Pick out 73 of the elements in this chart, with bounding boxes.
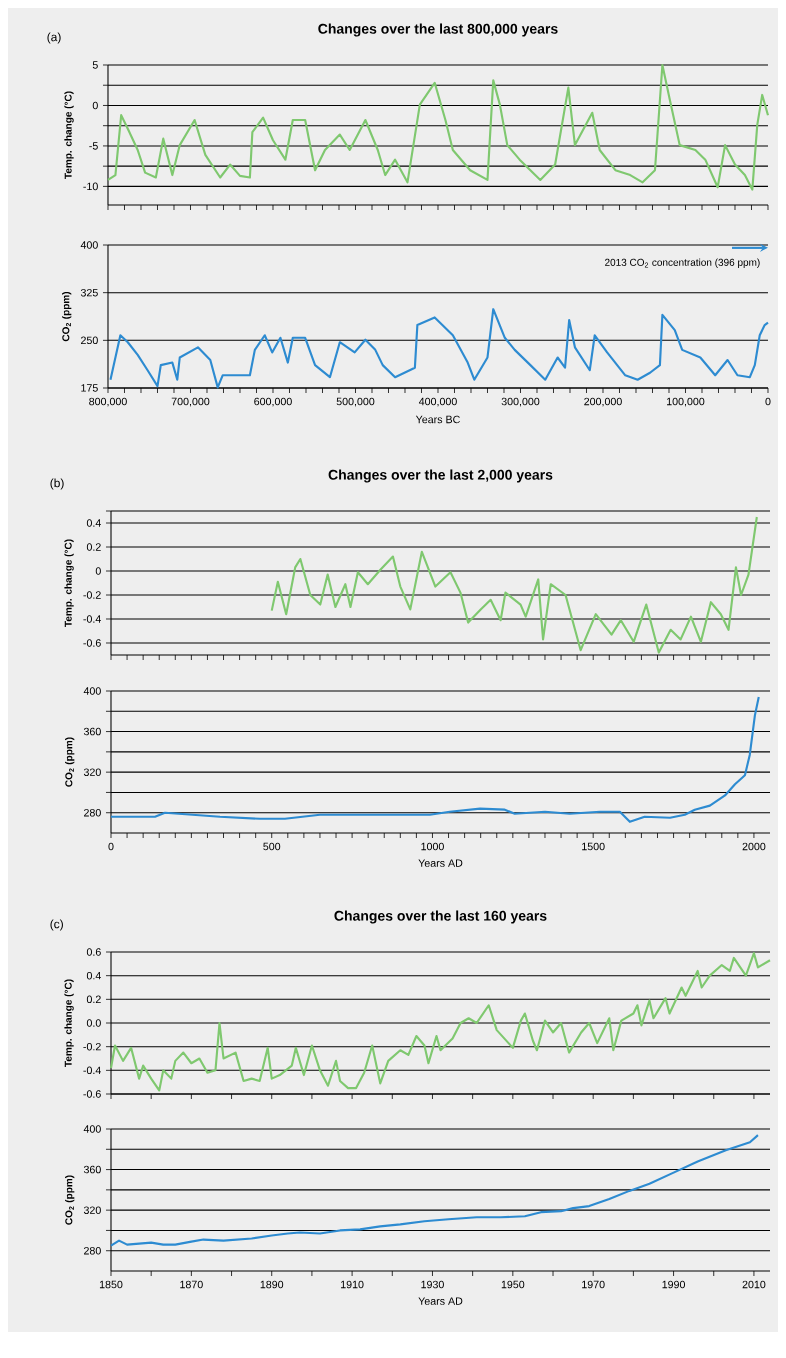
- y-tick-label: 0.2: [86, 543, 101, 551]
- x-tick-label: 0: [765, 397, 771, 406]
- x-tick-label: 500,000: [336, 397, 375, 407]
- x-axis-title: Years AD: [418, 859, 463, 867]
- y-tick-label: 400: [83, 687, 101, 695]
- chart-title: Changes over the last 160 years: [334, 910, 547, 924]
- y-tick-label: -0.6: [83, 639, 101, 647]
- y-tick-label: 400: [83, 1125, 101, 1133]
- line-series: [109, 952, 772, 1092]
- y-axis-title: CO$_{2}$ (ppm): [65, 1175, 75, 1225]
- y-tick-label: -0.4: [83, 1066, 101, 1075]
- y-tick-label: 400: [80, 241, 98, 249]
- text: (b): [50, 478, 64, 490]
- x-tick-label: 1950: [501, 1280, 525, 1289]
- x-tick-label: 1930: [421, 1280, 444, 1289]
- x-tick-label: 400,000: [418, 397, 457, 407]
- y-tick-label: 250: [81, 336, 98, 345]
- y-axis-title: CO$_{2}$ (ppm): [62, 291, 72, 342]
- x-tick-label: 1970: [582, 1280, 605, 1289]
- chart-title: Changes over the last 2,000 years: [328, 469, 553, 483]
- y-tick-label: 360: [83, 727, 101, 736]
- x-tick-label: 200,000: [584, 397, 622, 407]
- x-tick-label: 2000: [742, 842, 766, 851]
- line-series: [270, 515, 758, 654]
- y-tick-label: -0.2: [83, 1042, 101, 1051]
- x-tick-label: 0: [108, 842, 114, 851]
- x-tick-label: 2010: [742, 1280, 766, 1289]
- y-axis-title: Temp. change (°C): [64, 979, 74, 1067]
- text: (c): [50, 919, 63, 931]
- y-tick-label: -0.6: [83, 1090, 101, 1098]
- y-tick-label: 320: [83, 768, 101, 776]
- y-tick-label: 0.0: [86, 1019, 101, 1027]
- line-series: [109, 696, 760, 823]
- x-tick-label: 1000: [421, 842, 444, 851]
- y-axis-title: CO$_{2}$ (ppm): [65, 737, 75, 787]
- x-tick-label: 100,000: [667, 397, 705, 407]
- line-series: [106, 63, 770, 191]
- y-tick-label: 0.4: [86, 971, 101, 980]
- x-tick-label: 1870: [180, 1280, 203, 1289]
- x-tick-label: 1500: [582, 842, 605, 851]
- y-tick-label: -10: [83, 182, 98, 191]
- y-tick-label: 0.4: [86, 519, 101, 527]
- y-tick-label: 280: [84, 1246, 101, 1255]
- y-tick-label: 280: [84, 808, 101, 817]
- x-tick-label: 500: [263, 842, 281, 851]
- chart-title: Changes over the last 800,000 years: [318, 23, 558, 37]
- x-tick-label: 1890: [260, 1280, 284, 1289]
- x-axis-title: Years BC: [415, 415, 460, 424]
- x-tick-label: 600,000: [254, 397, 292, 407]
- x-axis-title: Years AD: [418, 1297, 463, 1305]
- y-tick-label: 175: [81, 384, 98, 392]
- y-tick-label: -0.2: [83, 591, 101, 599]
- annotation: 2013 CO$_{2}$ concentration (396 ppm): [605, 258, 760, 268]
- y-tick-label: -0.4: [83, 615, 101, 623]
- text: (a): [47, 32, 61, 44]
- y-axis-title: Temp. change (°C): [64, 539, 74, 627]
- y-tick-label: -5: [89, 142, 98, 150]
- y-tick-label: 0.6: [86, 948, 101, 956]
- x-tick-label: 300,000: [501, 397, 540, 407]
- y-tick-label: 0: [92, 101, 98, 110]
- x-tick-label: 800,000: [89, 397, 127, 407]
- y-tick-label: 0.2: [86, 995, 101, 1004]
- line-series: [109, 1134, 760, 1247]
- y-tick-label: 325: [80, 288, 98, 297]
- y-tick-label: 320: [83, 1206, 101, 1214]
- y-tick-label: 5: [92, 61, 98, 69]
- x-tick-label: 1990: [662, 1280, 686, 1289]
- x-tick-label: 700,000: [171, 397, 210, 407]
- y-tick-label: 0: [95, 567, 101, 575]
- x-tick-label: 1850: [99, 1280, 123, 1289]
- y-axis-title: Temp. change (°C): [64, 91, 74, 179]
- y-tick-label: 360: [83, 1165, 101, 1174]
- x-tick-label: 1910: [341, 1280, 364, 1289]
